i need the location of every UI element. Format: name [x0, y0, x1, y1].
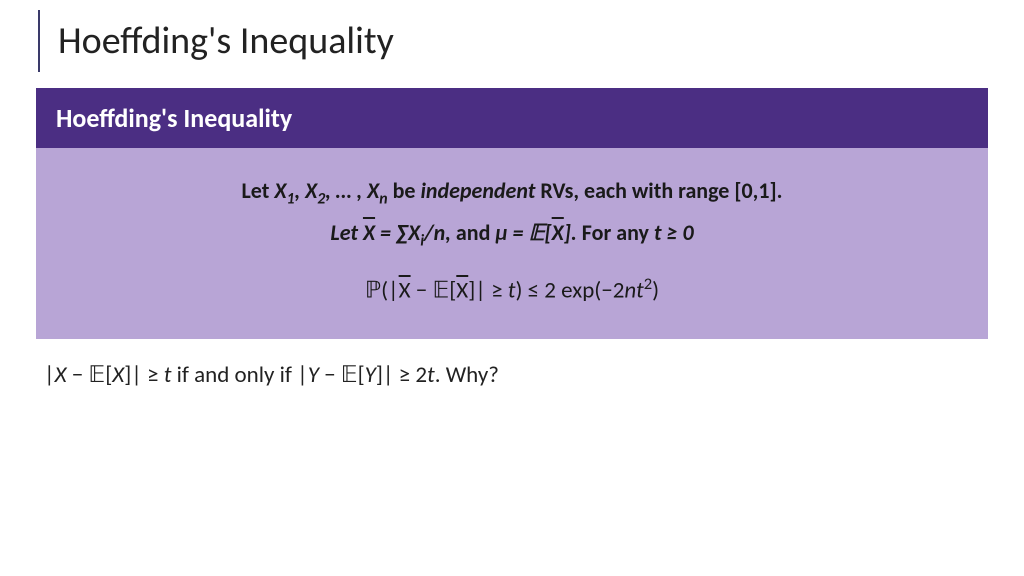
slide: Hoeffding's Inequality Hoeffding's Inequ…	[0, 0, 1024, 576]
mu-def: μ = 𝔼[X].	[495, 219, 576, 246]
iff: if and only if	[171, 361, 297, 389]
theorem-formula: ℙ(|X − 𝔼[X]| ≥ t) ≤ 2 exp(−2nt2)	[76, 272, 948, 309]
text: be	[388, 177, 421, 204]
text: RVs, each with range	[535, 177, 734, 204]
below-text: |X − 𝔼[X]| ≥ t if and only if |Y − 𝔼[Y]|…	[44, 361, 980, 389]
xbar-def: X = ∑Xi/n,	[363, 219, 451, 246]
t-cond: t ≥ 0	[654, 219, 694, 246]
slide-title: Hoeffding's Inequality	[44, 18, 1024, 64]
title-accent-bar	[38, 10, 40, 72]
text: and	[451, 219, 495, 246]
tail: . Why?	[435, 361, 499, 389]
rhs: |Y − 𝔼[Y]| ≥ 2t	[297, 361, 435, 389]
lhs: |X − 𝔼[X]| ≥ t	[44, 361, 171, 389]
text: For any	[577, 219, 654, 246]
theorem-body: Let X1, X2, … , Xn be independent RVs, e…	[36, 148, 988, 339]
text: Let	[330, 219, 363, 246]
range: [0,1].	[734, 177, 782, 204]
theorem-header: Hoeffding's Inequality	[36, 88, 988, 148]
text: Let	[241, 177, 274, 204]
theorem-line-2: Let X = ∑Xi/n, and μ = 𝔼[X]. For any t ≥…	[76, 216, 948, 254]
independent-word: independent	[420, 177, 535, 204]
theorem-line-1: Let X1, X2, … , Xn be independent RVs, e…	[76, 174, 948, 212]
theorem-box: Hoeffding's Inequality Let X1, X2, … , X…	[36, 88, 988, 339]
title-region: Hoeffding's Inequality	[0, 0, 1024, 82]
math-vars: X1, X2, … , Xn	[274, 177, 387, 204]
